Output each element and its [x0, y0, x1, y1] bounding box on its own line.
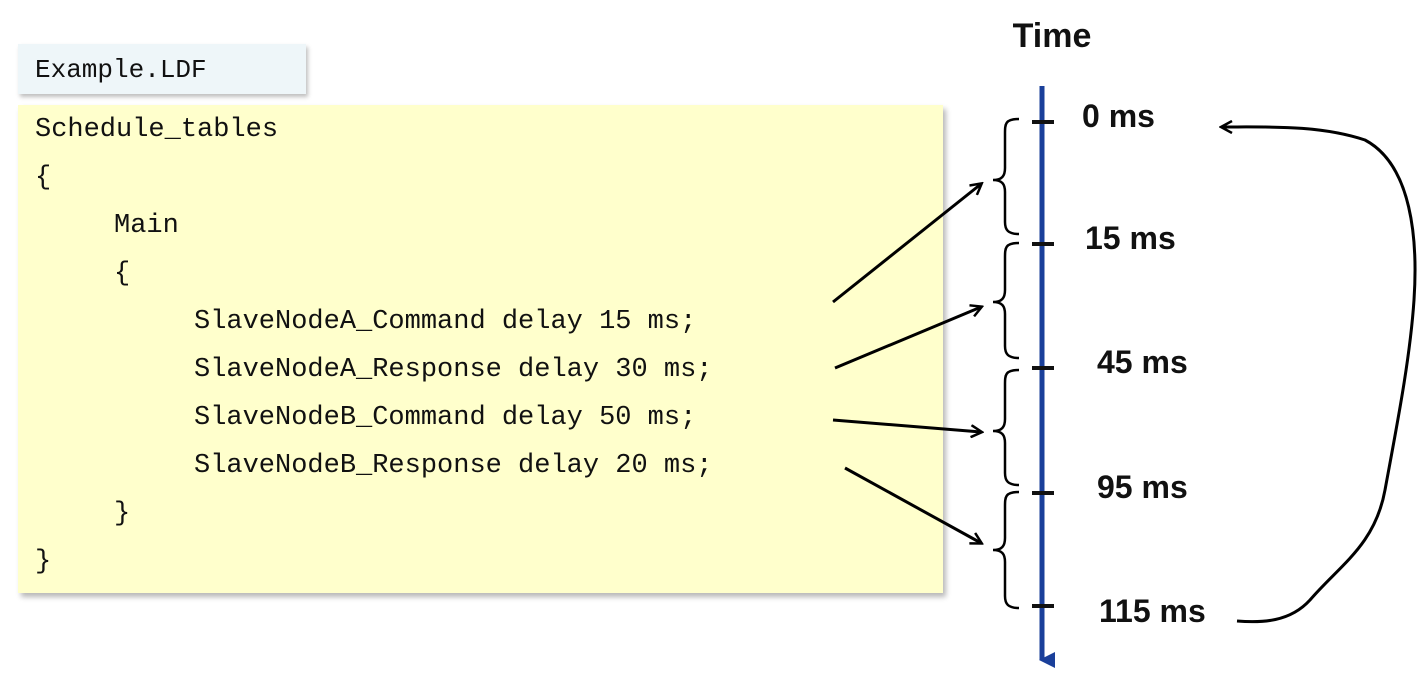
file-name-tab: Example.LDF [18, 44, 306, 94]
arrow-slave-b-response [844, 466, 981, 543]
arrow-slave-a-command [832, 184, 981, 304]
code-line-slave-a-response: SlaveNodeA_Response delay 30 ms; [194, 355, 713, 385]
code-line-main-close-brace: } [114, 499, 131, 529]
interval-brace-3 [992, 368, 1020, 487]
tick-label-15ms: 15 ms [1085, 220, 1176, 256]
file-name: Example.LDF [35, 55, 207, 85]
code-line-main: Main [114, 211, 179, 241]
arrow-slave-a-response [834, 307, 981, 370]
interval-brace-1 [992, 117, 1020, 236]
loop-back-arrow [1222, 127, 1417, 624]
timeline-title: Time [1013, 17, 1092, 55]
code-line-main-open-brace: { [114, 259, 131, 289]
code-line-slave-a-command: SlaveNodeA_Command delay 15 ms; [194, 307, 697, 337]
code-line-close-brace: } [35, 547, 52, 577]
code-line-slave-b-response: SlaveNodeB_Response delay 20 ms; [194, 451, 713, 481]
arrow-slave-b-command [832, 418, 981, 432]
code-line-open-brace: { [35, 163, 52, 193]
code-line-slave-b-command: SlaveNodeB_Command delay 50 ms; [194, 403, 697, 433]
tick-label-0ms: 0 ms [1082, 98, 1155, 134]
code-line-schedule-tables: Schedule_tables [35, 115, 279, 145]
tick-label-115ms: 115 ms [1099, 593, 1206, 629]
code-block [18, 105, 943, 593]
interval-brace-2 [992, 241, 1020, 360]
interval-brace-4 [992, 490, 1020, 610]
tick-label-95ms: 95 ms [1097, 469, 1188, 505]
tick-label-45ms: 45 ms [1097, 344, 1188, 380]
